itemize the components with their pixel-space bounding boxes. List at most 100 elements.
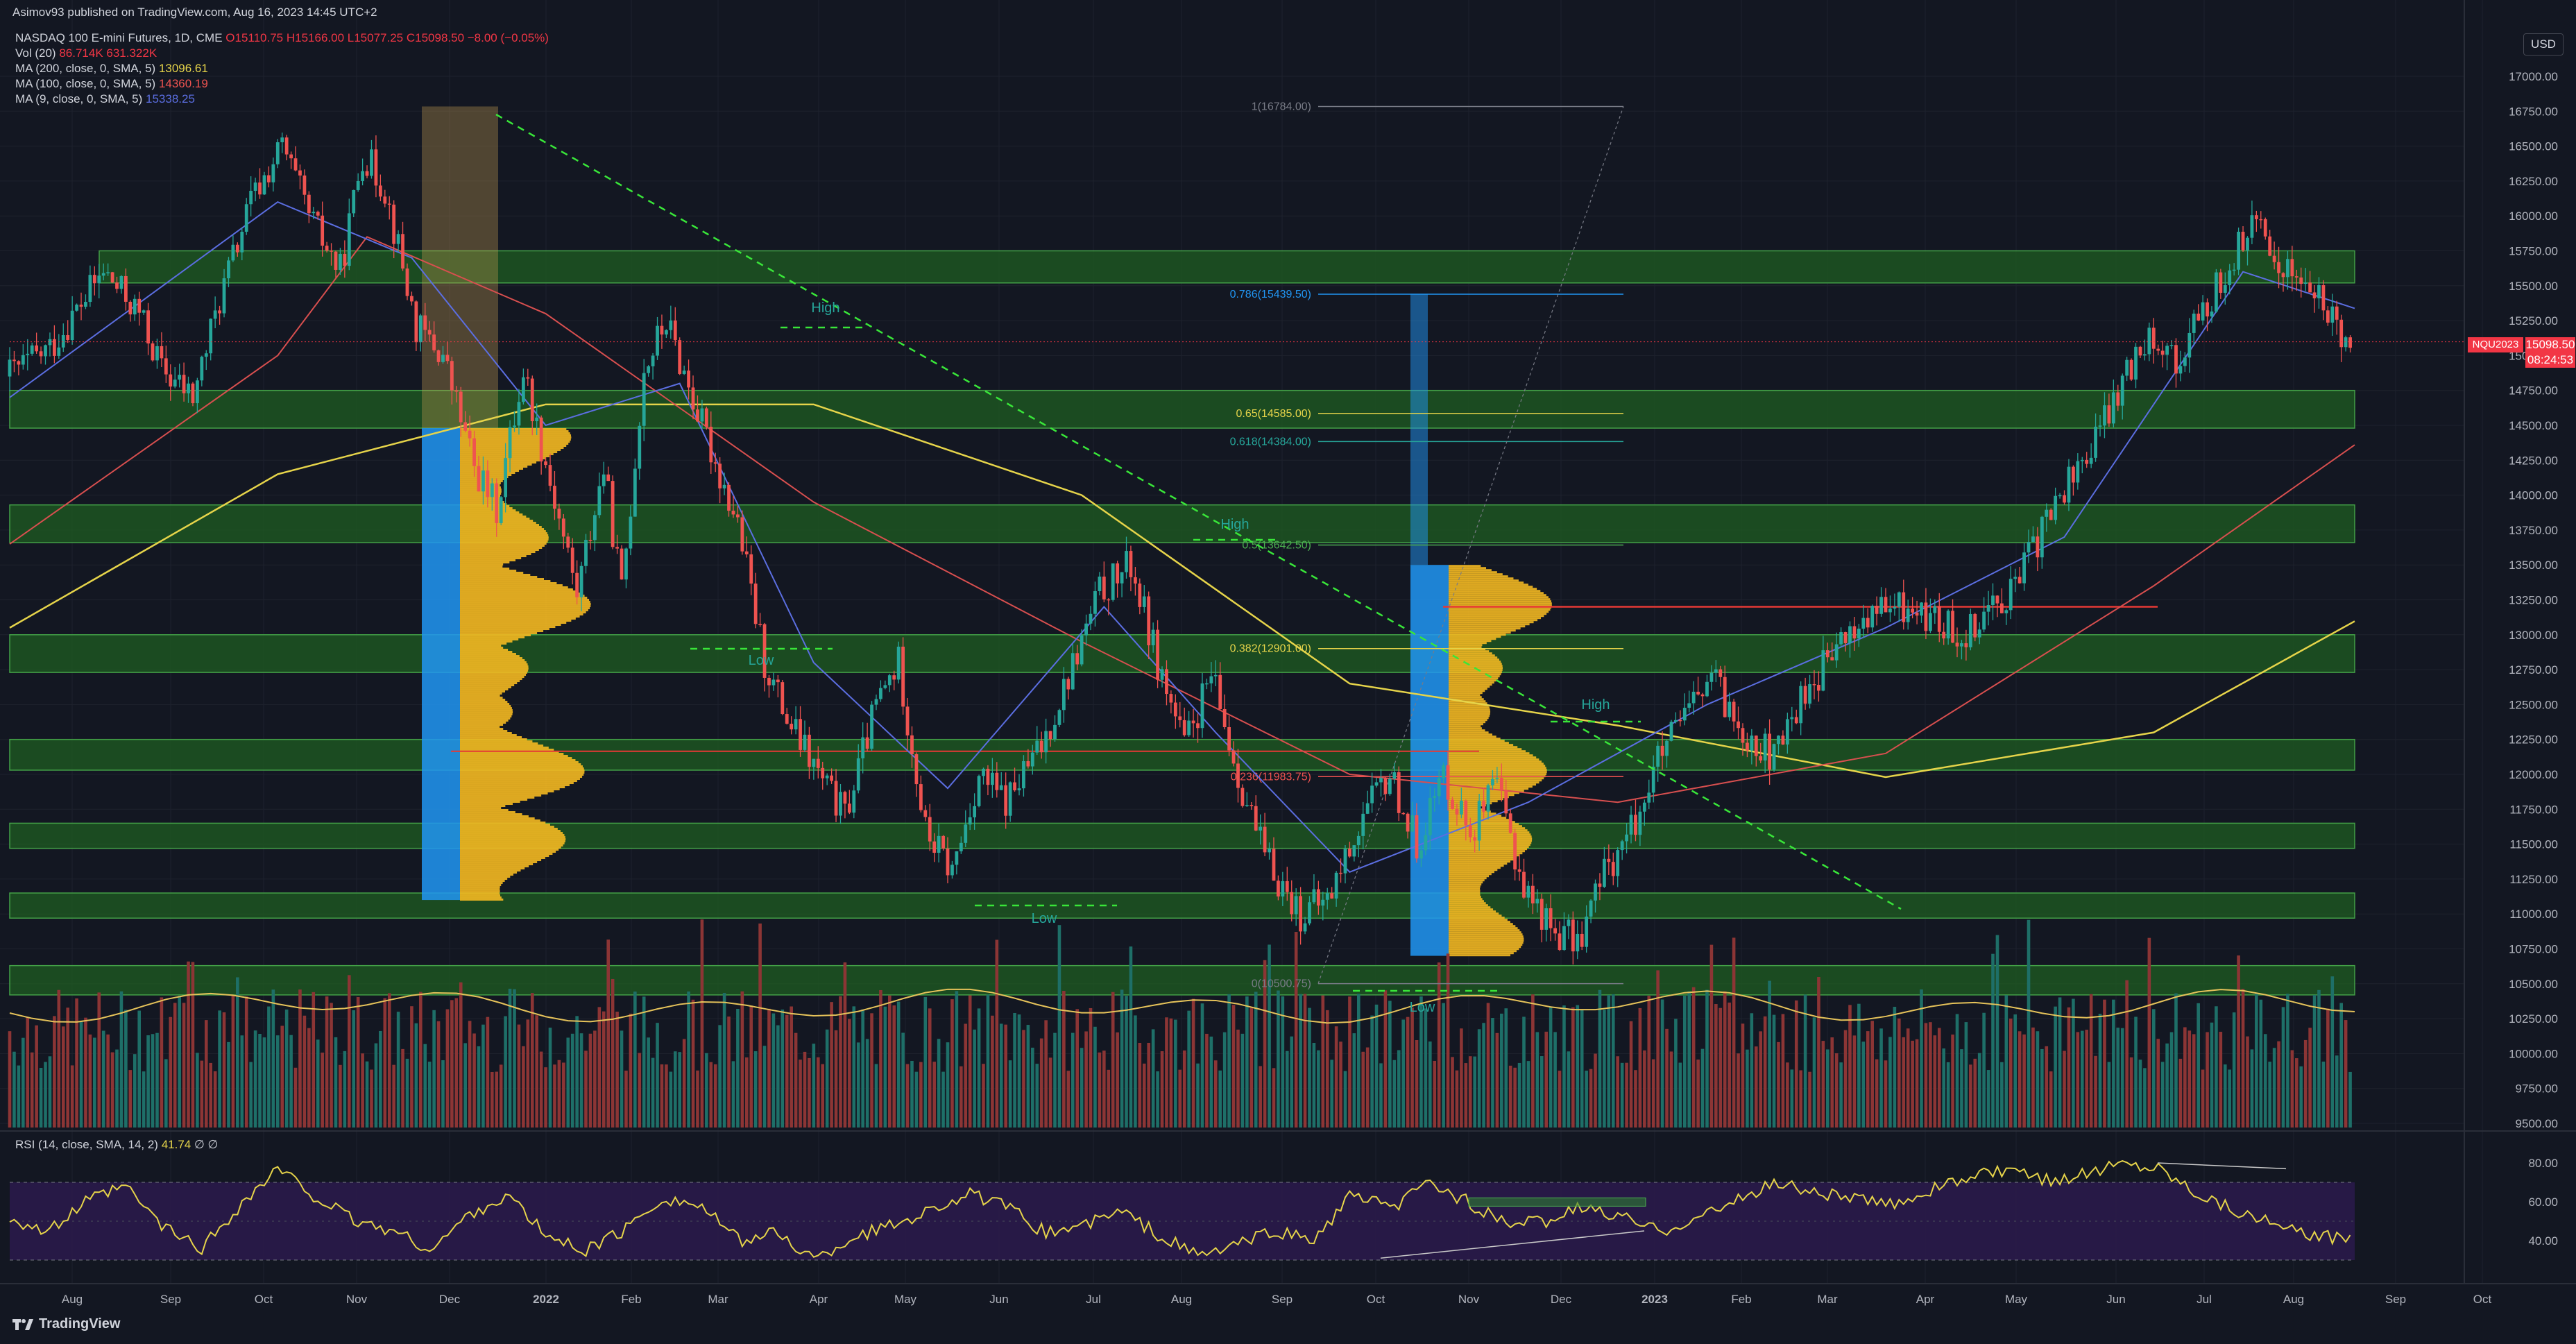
- volume-profile-row: [460, 461, 537, 464]
- ma200-line[interactable]: MA (200, close, 0, SMA, 5) 13096.61: [15, 61, 549, 76]
- volume-bar: [1629, 1021, 1633, 1128]
- volume-bar: [946, 1042, 950, 1128]
- volume-bar: [2027, 919, 2031, 1128]
- volume-bar: [2054, 1006, 2057, 1128]
- candle-body: [1732, 701, 1736, 722]
- candle-body: [1178, 716, 1182, 720]
- volume-profile-row: [460, 597, 588, 599]
- vol-line[interactable]: Vol (20) 86.714K 631.322K: [15, 46, 549, 61]
- candle-body: [1182, 720, 1186, 735]
- volume-profile-row: [1449, 717, 1489, 720]
- symbol-line[interactable]: NASDAQ 100 E-mini Futures, 1D, CME O1511…: [15, 31, 549, 46]
- volume-profile-row: [1449, 640, 1492, 643]
- price-tick-label: 13250.00: [2509, 594, 2558, 607]
- volume-bar: [1951, 1035, 1954, 1128]
- volume-bar: [1875, 1059, 1879, 1128]
- volume-profile-row: [460, 724, 504, 726]
- candle-body: [1316, 889, 1320, 906]
- volume-profile-row: [460, 824, 550, 826]
- volume-profile-row: [460, 726, 500, 729]
- volume-profile-row: [460, 682, 518, 685]
- volume-bar: [1066, 1071, 1071, 1128]
- volume-bar: [1209, 1036, 1213, 1128]
- candle-body: [727, 484, 731, 511]
- candle-body: [2303, 282, 2308, 284]
- volume-bar: [584, 1050, 588, 1128]
- candle-body: [405, 268, 409, 296]
- fib-level-label: 0.618(14384.00): [1230, 436, 1311, 448]
- candle-body: [1696, 691, 1700, 695]
- candle-body: [1406, 813, 1410, 832]
- currency-button[interactable]: USD: [2523, 33, 2564, 56]
- volume-profile-row: [1449, 933, 1523, 936]
- price-tick-label: 15500.00: [2509, 280, 2558, 293]
- volume-profile-row: [1449, 715, 1490, 717]
- candle-body: [2151, 328, 2156, 349]
- candle-body: [977, 776, 981, 806]
- volume-bar: [727, 1016, 731, 1128]
- candle-body: [718, 463, 722, 488]
- price-axis[interactable]: 17000.0016750.0016500.0016250.0016000.00…: [10, 70, 2558, 1130]
- ma9-line[interactable]: MA (9, close, 0, SMA, 5) 15338.25: [15, 92, 549, 107]
- volume-profile-row: [1449, 835, 1532, 838]
- volume-bar: [1625, 1062, 1628, 1128]
- volume-profile-row: [460, 755, 568, 758]
- volume-bar: [262, 1037, 266, 1128]
- candle-body: [2219, 272, 2223, 293]
- fibonacci-retracement[interactable]: 1(16784.00)0.786(15439.50)0.65(14585.00)…: [1230, 101, 1624, 990]
- candle-body: [1620, 841, 1624, 851]
- ma100-line[interactable]: MA (100, close, 0, SMA, 5) 14360.19: [15, 76, 549, 92]
- time-axis[interactable]: Aug Sep Oct Nov Dec 2022 Feb Mar Apr May Jun Jul Aug…: [0, 0, 2576, 1306]
- tradingview-logo[interactable]: TradingView: [12, 1316, 120, 1332]
- volume-bar: [1424, 1008, 1428, 1128]
- volume-bar: [1924, 1023, 1928, 1128]
- volume-bar: [522, 1046, 525, 1128]
- candle-body: [919, 784, 923, 810]
- volume-bar: [2228, 1069, 2232, 1128]
- volume-profile-row: [1449, 923, 1513, 926]
- volume-bar: [240, 1035, 244, 1128]
- volume-bar: [1830, 1037, 1834, 1128]
- volume-profile-row: [1449, 883, 1482, 886]
- candle-body: [973, 806, 977, 817]
- volume-profile-row: [460, 590, 578, 593]
- support-zone: [9, 892, 2355, 919]
- volume-profile-row: [460, 867, 525, 870]
- volume-profile-row: [1449, 919, 1508, 921]
- candle-body: [2160, 350, 2165, 355]
- candle-body: [396, 234, 400, 244]
- volume-bar: [928, 1008, 932, 1128]
- candle-body: [1714, 669, 1718, 673]
- volume-bar: [298, 989, 302, 1128]
- candle-body: [901, 646, 905, 707]
- volume-bar: [744, 1057, 749, 1128]
- candle-body: [477, 466, 481, 492]
- candle-body: [1240, 788, 1245, 806]
- volume-bar: [611, 978, 615, 1128]
- volume-bar: [753, 1051, 758, 1128]
- volume-bar: [84, 1017, 87, 1128]
- candle-body: [289, 154, 293, 159]
- candle-body: [2013, 577, 2018, 579]
- candle-body: [17, 361, 21, 365]
- volume-profile-row: [1449, 873, 1492, 876]
- volume-profile-row: [460, 788, 560, 791]
- volume-profile-row: [1449, 798, 1503, 801]
- volume-bar: [1178, 1069, 1182, 1128]
- volume-bar: [982, 1064, 985, 1128]
- volume-bar: [370, 1069, 373, 1128]
- candle-body: [1691, 691, 1696, 704]
- rsi-legend[interactable]: RSI (14, close, SMA, 14, 2) 41.74 ∅ ∅: [15, 1138, 218, 1152]
- volume-profile-row: [1449, 758, 1539, 761]
- volume-bar: [602, 1011, 606, 1128]
- volume-bar: [178, 996, 181, 1128]
- candle-body: [865, 737, 869, 749]
- candle-body: [106, 272, 110, 273]
- volume-bar: [1737, 1053, 1740, 1128]
- volume-profile-row: [1449, 613, 1547, 615]
- volume-bar: [1937, 1028, 1941, 1128]
- volume-profile-row: [460, 620, 572, 622]
